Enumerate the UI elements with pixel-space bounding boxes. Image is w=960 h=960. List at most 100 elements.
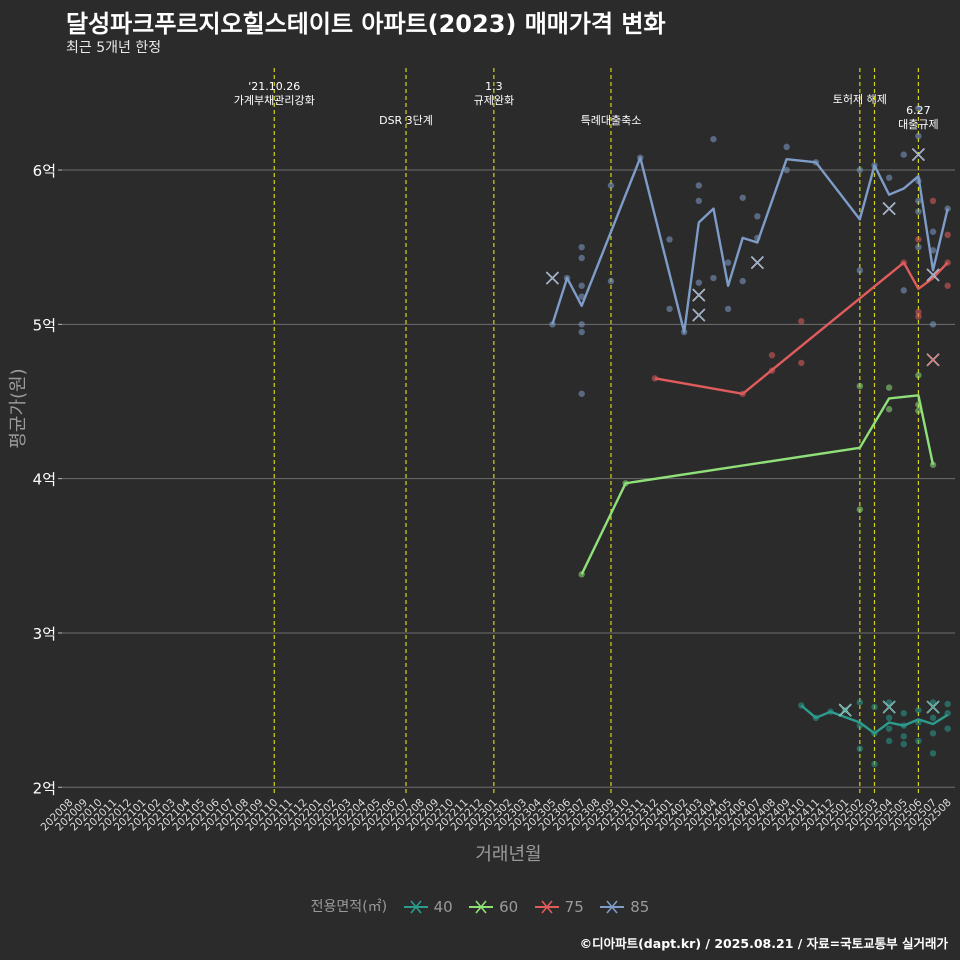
- series-line: [800, 704, 949, 735]
- data-point: [783, 166, 790, 174]
- y-tick-label: 3억: [33, 625, 56, 643]
- legend-key-cross: [475, 900, 487, 914]
- legend-label-40: 40: [433, 898, 453, 916]
- data-point: [915, 706, 922, 714]
- data-point: [885, 406, 893, 413]
- series-line: [654, 261, 949, 395]
- data-point: [929, 228, 937, 235]
- x-axis-title: 거래년월: [475, 844, 541, 865]
- data-point: [915, 407, 922, 414]
- data-point: [915, 308, 922, 316]
- y-tick-label: 6억: [33, 162, 56, 180]
- data-point: [900, 151, 907, 158]
- data-point: [856, 506, 864, 513]
- legend-key-75: [533, 898, 561, 916]
- chart-subtitle: 최근 5개년 한정: [66, 40, 162, 56]
- data-point: [900, 740, 907, 748]
- data-point: [578, 321, 585, 328]
- chart-title: 달성파크푸르지오힐스테이트 아파트(2023) 매매가격 변화: [66, 10, 666, 38]
- event-label: 1.3 규제완화: [474, 80, 514, 107]
- data-point: [944, 700, 951, 708]
- data-point: [885, 737, 893, 745]
- cancelled-marker-inner: [926, 700, 940, 714]
- series-85: [545, 105, 951, 397]
- legend-title: 전용면적(㎡): [310, 899, 388, 915]
- data-point: [710, 274, 717, 282]
- source-caption: ©디아파트(dapt.kr) / 2025.08.21 / 자료=국토교통부 실…: [579, 936, 948, 951]
- legend-key-85: [598, 898, 626, 916]
- legend-label-60: 60: [499, 898, 519, 916]
- data-point: [915, 236, 922, 243]
- cancelled-marker-inner: [692, 288, 706, 302]
- event-label-line: 1.3: [485, 80, 503, 93]
- data-point: [929, 699, 937, 706]
- data-point: [885, 384, 893, 391]
- event-label-line: 대출규제: [898, 118, 938, 131]
- data-point: [929, 321, 937, 328]
- data-point: [915, 132, 922, 140]
- event-label-line: 특례대출축소: [581, 114, 642, 127]
- data-point: [944, 725, 951, 732]
- event-label-line: 토허제 해제: [833, 92, 887, 106]
- cancelled-marker-inner: [838, 703, 852, 717]
- legend-key-svg: [534, 900, 559, 914]
- data-point: [739, 277, 746, 285]
- data-point: [798, 318, 805, 325]
- series-line: [551, 156, 949, 334]
- y-axis-title: 평균가(원): [8, 368, 29, 448]
- legend-key-svg: [469, 900, 494, 914]
- event-label-line: DSR 3단계: [379, 114, 433, 127]
- data-point: [929, 730, 937, 737]
- legend-label-85: 85: [630, 898, 650, 916]
- cancelled-marker-inner: [692, 308, 706, 322]
- event-label-line: 가계부채관리강화: [234, 94, 315, 107]
- data-point: [578, 328, 585, 336]
- data-point: [929, 750, 937, 757]
- data-point: [798, 359, 805, 367]
- data-point: [915, 372, 922, 379]
- data-point: [578, 390, 585, 397]
- legend-item-85: 85: [598, 898, 649, 916]
- data-point: [871, 703, 878, 711]
- legend-item-40: 40: [402, 898, 453, 916]
- legend-label-75: 75: [564, 898, 584, 916]
- event-label-line: 규제완화: [474, 94, 514, 107]
- series-60: [578, 372, 937, 578]
- series-75: [651, 197, 951, 397]
- cancelled-marker-inner: [926, 268, 940, 282]
- series-40: [798, 699, 951, 768]
- data-point: [915, 243, 922, 251]
- data-point: [871, 760, 878, 768]
- event-label: 토허제 해제: [833, 92, 887, 106]
- data-point: [900, 287, 907, 294]
- data-point: [666, 305, 673, 313]
- data-point: [915, 208, 922, 215]
- legend: 전용면적(㎡) 40 60 75 85: [0, 896, 960, 916]
- data-point: [768, 352, 776, 359]
- data-point: [915, 313, 922, 320]
- data-point: [856, 699, 864, 706]
- data-point: [695, 279, 703, 286]
- data-point: [724, 305, 732, 313]
- legend-key-60: [467, 898, 495, 916]
- data-point: [695, 197, 703, 205]
- event-label: '21.10.26 가계부채관리강화: [234, 80, 315, 107]
- y-tick-label: 2억: [33, 779, 56, 797]
- data-point: [607, 182, 615, 189]
- event-label: DSR 3단계: [379, 114, 433, 127]
- data-point: [724, 259, 732, 266]
- data-point: [885, 174, 893, 181]
- data-point: [929, 247, 937, 254]
- data-point: [915, 737, 922, 745]
- cancelled-marker-inner: [882, 202, 896, 215]
- data-point: [915, 197, 922, 205]
- event-label-line: '21.10.26: [248, 80, 300, 93]
- data-point: [885, 725, 893, 732]
- y-tick-label: 4억: [33, 471, 56, 489]
- data-point: [710, 135, 717, 143]
- data-point: [929, 197, 937, 205]
- data-point: [578, 293, 585, 300]
- data-point: [900, 710, 907, 717]
- legend-key-cross: [409, 900, 422, 914]
